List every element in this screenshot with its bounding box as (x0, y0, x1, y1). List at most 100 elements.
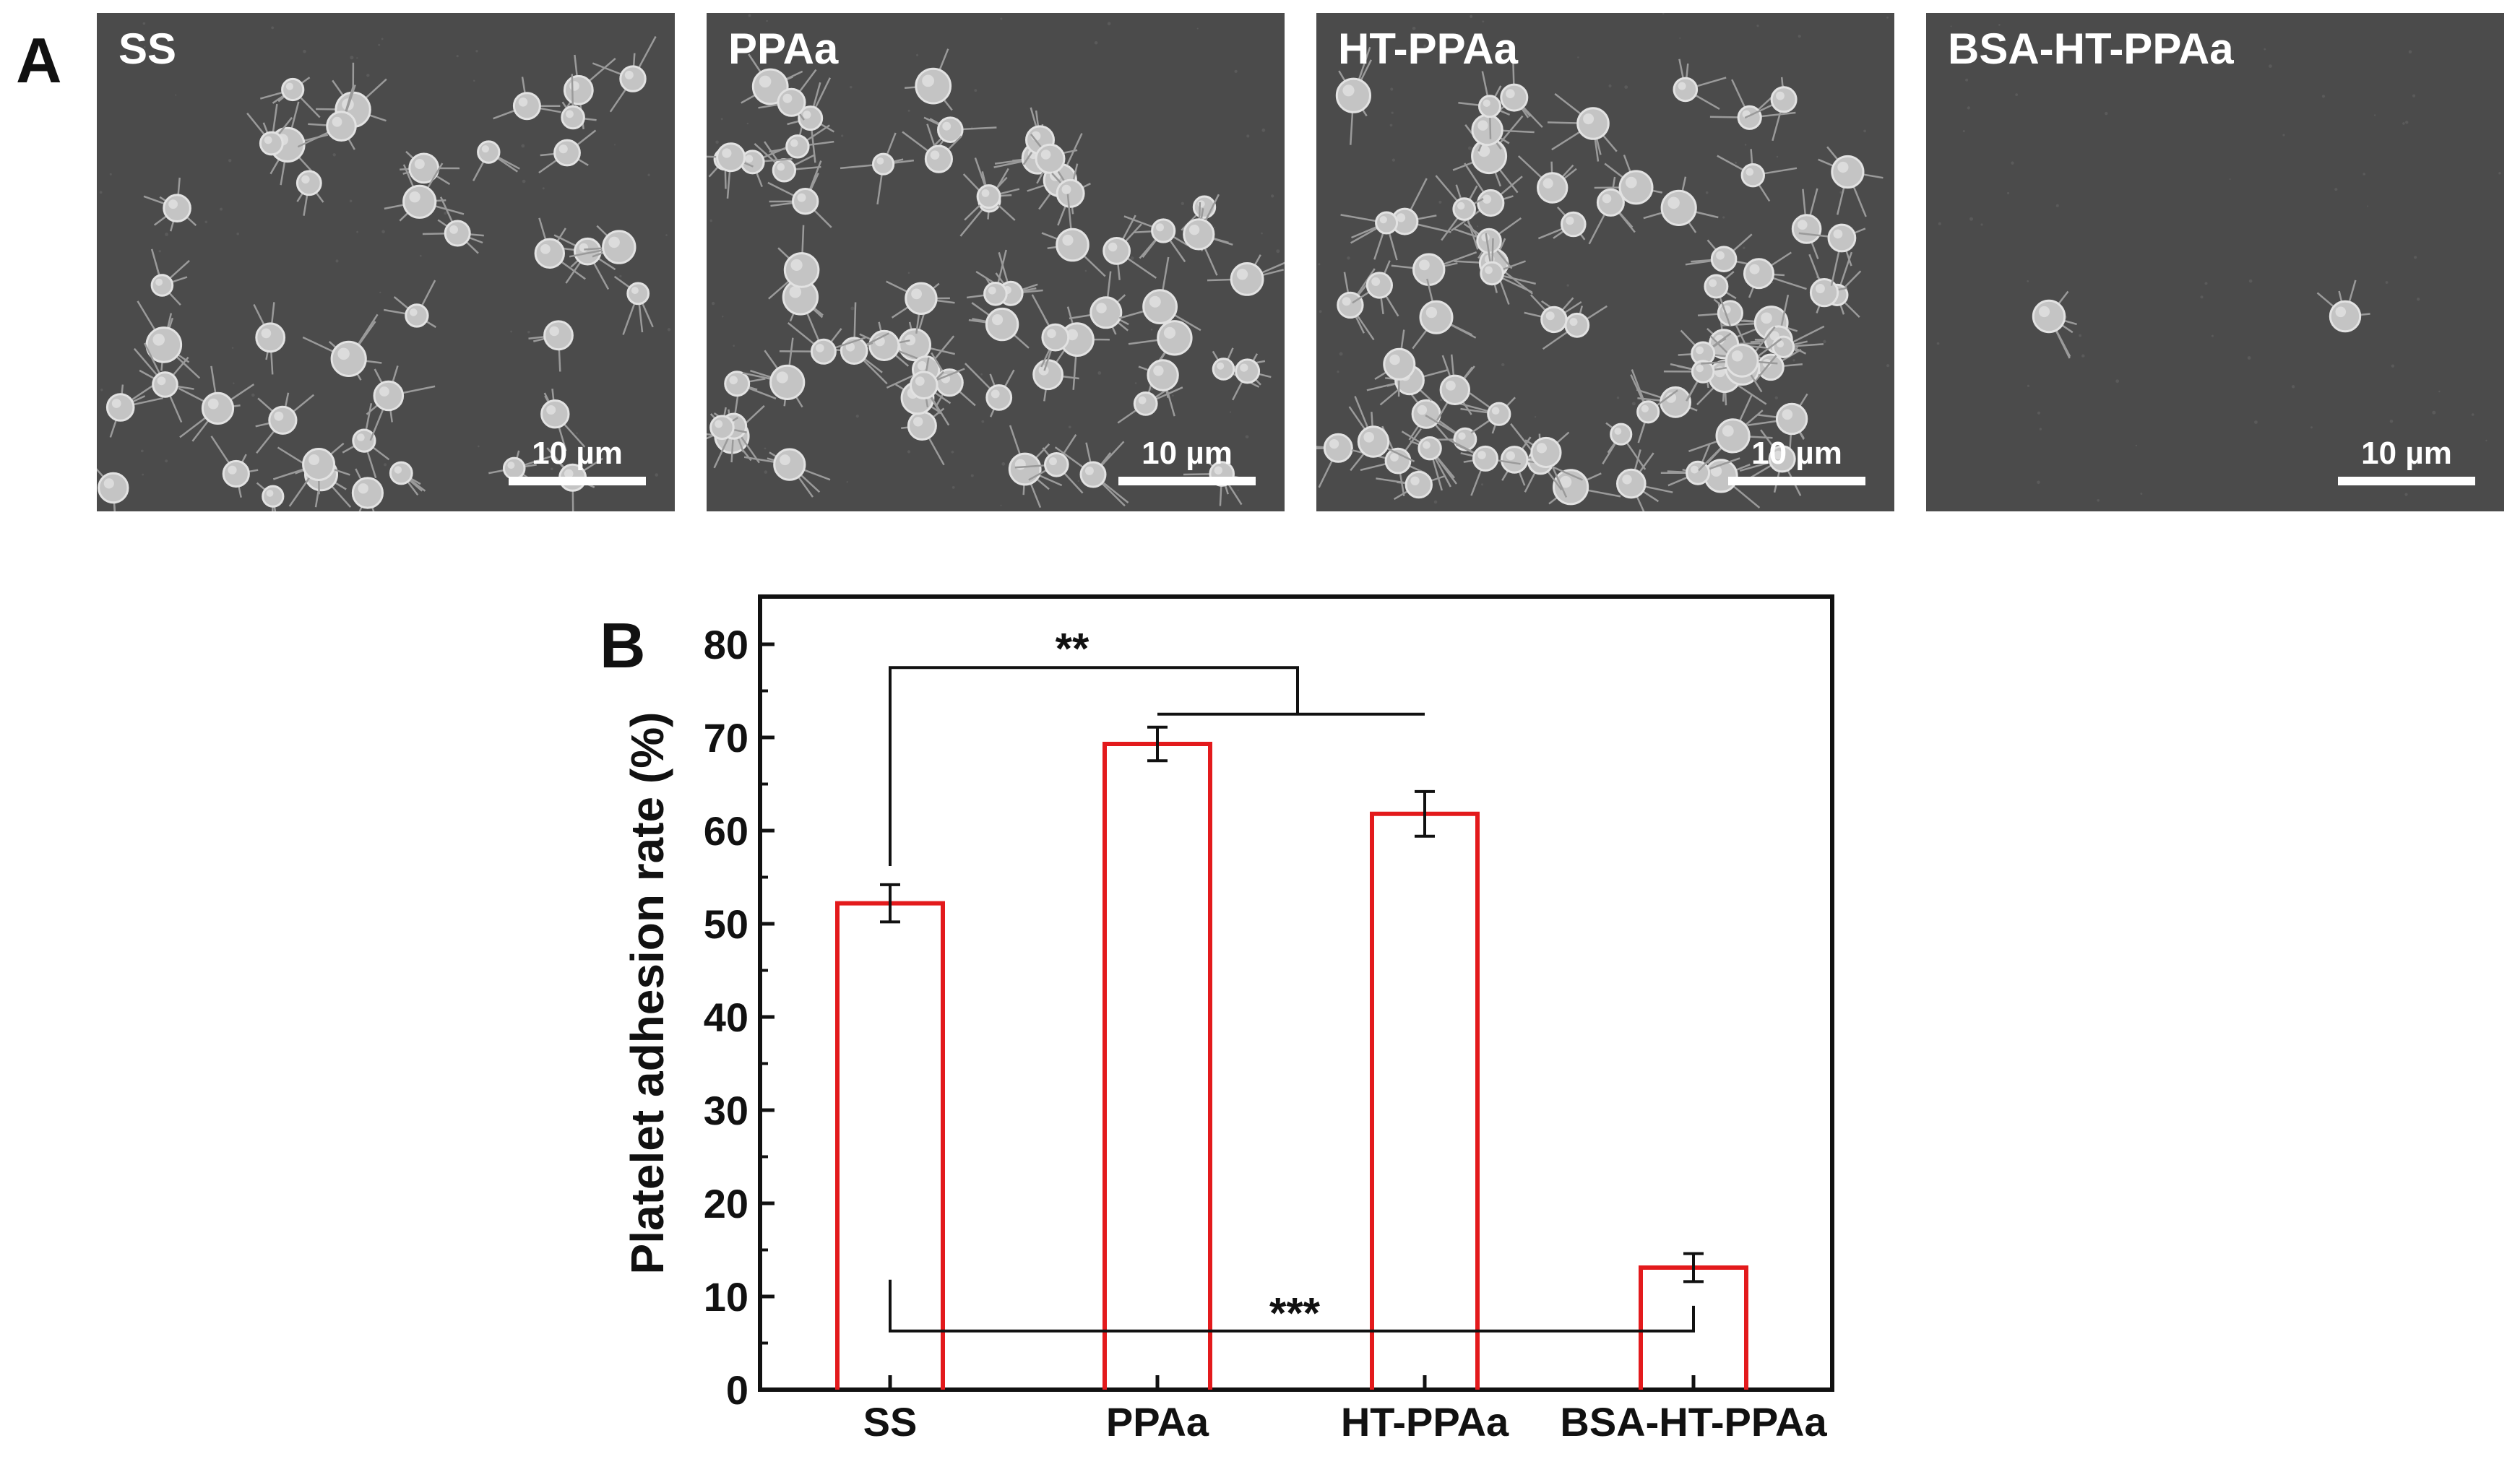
surface-speckle (384, 463, 387, 467)
surface-speckle (2498, 172, 2501, 175)
surface-speckle (1172, 394, 1174, 397)
surface-speckle (2037, 480, 2040, 485)
surface-speckle (350, 56, 354, 60)
surface-speckle (335, 259, 339, 263)
platelet (1537, 206, 1587, 241)
platelet (1232, 353, 1272, 401)
y-tick-label: 50 (704, 901, 748, 947)
surface-speckle (2105, 111, 2108, 116)
plot-frame (758, 594, 1834, 1392)
platelet (1709, 79, 1796, 130)
surface-speckle (378, 43, 381, 46)
surface-speckle (2385, 281, 2389, 284)
platelet (968, 302, 1030, 349)
surface-speckle (1734, 161, 1737, 164)
platelet (1337, 268, 1376, 341)
platelet (1412, 278, 1477, 350)
platelet (133, 342, 194, 423)
x-axis: SS PPAa HT-PPAa BSA-HT-PPAa (863, 1375, 1827, 1445)
surface-speckle (1482, 20, 1485, 23)
surface-speckle (2081, 354, 2085, 358)
surface-speckle (1337, 371, 1339, 373)
surface-speckle (1798, 35, 1801, 38)
surface-speckle (542, 187, 545, 190)
surface-speckle (576, 432, 578, 434)
surface-speckle (1631, 402, 1636, 406)
surface-speckle (1229, 411, 1232, 413)
platelet (1352, 260, 1399, 317)
surface-speckle (1068, 425, 1071, 429)
surface-speckle (142, 22, 146, 25)
surface-speckle (220, 207, 223, 211)
platelet (246, 103, 293, 156)
platelet (2316, 280, 2370, 333)
platelet (493, 77, 561, 121)
platelet (1747, 393, 1808, 450)
platelet (1701, 343, 1778, 393)
x-tick-label: PPAa (1106, 1399, 1209, 1445)
significance-bracket (889, 1279, 1695, 1333)
surface-speckle (1772, 281, 1774, 284)
surface-speckle (1792, 359, 1795, 362)
surface-speckle (1271, 194, 1274, 198)
platelet (1030, 134, 1066, 184)
surface-speckle (1965, 78, 1969, 82)
platelet (1183, 194, 1233, 276)
surface-speckle (1339, 352, 1343, 356)
platelet (707, 142, 754, 199)
surface-speckle (1936, 342, 1940, 345)
surface-speckle (2055, 204, 2059, 207)
surface-speckle (916, 53, 919, 56)
platelet (97, 468, 129, 511)
surface-speckle (1246, 134, 1250, 138)
platelet (1471, 100, 1535, 152)
surface-speckle (1433, 500, 1438, 504)
platelet (1374, 329, 1416, 397)
surface-speckle (722, 316, 724, 318)
surface-speckle (2248, 279, 2253, 283)
platelet (351, 468, 384, 511)
surface-speckle (1150, 387, 1154, 391)
surface-speckle (2389, 420, 2394, 423)
y-tick-label: 80 (704, 622, 748, 667)
surface-speckle (2471, 413, 2474, 416)
surface-speckle (850, 306, 855, 311)
sem-image-label: PPAa (728, 25, 839, 73)
surface-speckle (1679, 37, 1681, 39)
platelet (767, 160, 832, 228)
surface-speckle (1470, 14, 1473, 18)
surface-speckle (1624, 85, 1628, 89)
sem-micrograph (1316, 13, 1890, 511)
platelet (1524, 294, 1582, 334)
platelet (1119, 256, 1201, 332)
surface-speckle (1980, 223, 1983, 226)
surface-speckle (2417, 298, 2420, 301)
surface-speckle (1318, 263, 1321, 266)
y-tick-label: 0 (726, 1367, 748, 1413)
platelet (966, 249, 1008, 306)
surface-speckle (1245, 435, 1249, 439)
surface-speckle (1389, 124, 1393, 127)
sem-micrograph (97, 22, 671, 511)
surface-speckle (720, 118, 723, 121)
surface-speckle (356, 230, 358, 233)
surface-speckle (2187, 32, 2189, 34)
platelet (297, 85, 357, 150)
platelet (1791, 188, 1822, 259)
surface-speckle (1722, 216, 1725, 219)
surface-speckle (1969, 217, 1973, 221)
surface-speckle (2097, 499, 2100, 502)
platelet (1808, 254, 1847, 313)
sem-image-ss: SS 10 µm (97, 13, 675, 511)
surface-speckle (1776, 155, 1779, 158)
surface-speckle (356, 57, 358, 59)
y-axis: 0 10 20 30 40 50 60 70 80 (704, 622, 774, 1413)
platelet (253, 302, 286, 375)
surface-speckle (2269, 64, 2272, 68)
surface-speckle (766, 43, 769, 46)
platelet (400, 150, 460, 186)
surface-speckle (1774, 396, 1778, 399)
platelet (538, 129, 597, 174)
surface-speckle (1744, 144, 1747, 146)
platelet (534, 217, 586, 280)
